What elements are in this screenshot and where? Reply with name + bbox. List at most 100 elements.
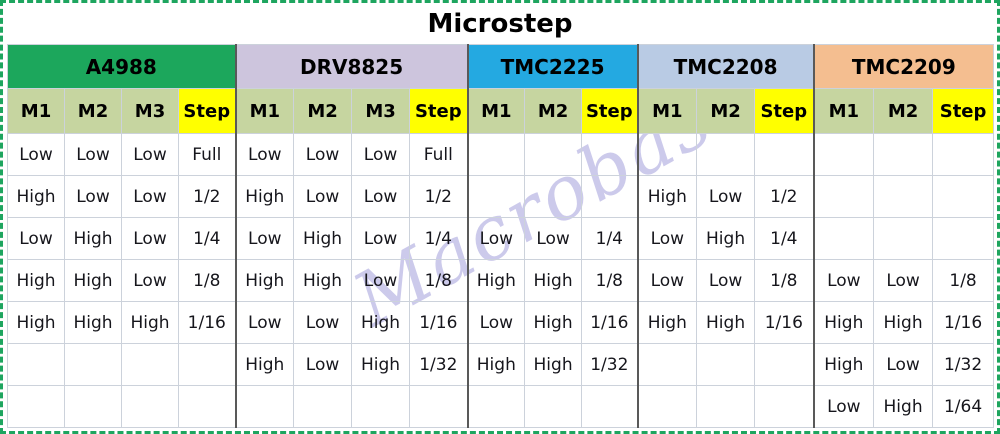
data-cell: High [234, 343, 295, 386]
column-header: M2 [64, 88, 122, 134]
data-cell [754, 133, 815, 176]
data-cell: Low [351, 175, 411, 218]
group-header-tmc2208: TMC2208 [636, 44, 815, 89]
table-row: High Low Low 1/2 High Low Low 1/2 High L… [7, 175, 995, 218]
data-cell [581, 385, 639, 428]
data-cell [636, 385, 698, 428]
data-cell: High [64, 301, 122, 344]
column-header: M3 [121, 88, 179, 134]
data-cell: Low [351, 259, 411, 302]
data-cell [234, 385, 295, 428]
data-cell: High [696, 301, 756, 344]
data-cell: 1/32 [932, 343, 995, 386]
data-cell: Low [234, 217, 295, 260]
data-cell [524, 175, 583, 218]
data-cell: 1/16 [581, 301, 639, 344]
data-cell: 1/8 [409, 259, 469, 302]
data-cell: Low [873, 259, 934, 302]
data-cell: Low [293, 175, 353, 218]
pin-header-row: M1 M2 M3 Step M1 M2 M3 Step M1 M2 Step M… [7, 88, 995, 134]
data-cell [64, 343, 122, 386]
data-cell: High [234, 259, 295, 302]
page-title: Microstep [427, 9, 573, 39]
group-header-a4988: A4988 [6, 44, 237, 89]
data-cell [177, 343, 237, 386]
data-cell: High [351, 343, 411, 386]
column-header: M1 [812, 88, 875, 134]
table-row: High High High 1/16 Low Low High 1/16 Lo… [7, 301, 995, 344]
group-header-drv8825: DRV8825 [234, 44, 469, 89]
table-row: High High Low 1/8 High High Low 1/8 High… [7, 259, 995, 302]
data-cell: High [293, 217, 353, 260]
data-cell [696, 343, 756, 386]
data-cell: High [873, 301, 934, 344]
data-cell [636, 133, 698, 176]
data-cell: High [812, 343, 875, 386]
column-header: M1 [7, 88, 65, 134]
data-cell: Low [293, 343, 353, 386]
data-cell: 1/32 [581, 343, 639, 386]
data-cell: 1/16 [409, 301, 469, 344]
data-cell: High [466, 259, 526, 302]
data-cell: High [7, 259, 65, 302]
data-cell [754, 343, 815, 386]
data-cell [7, 385, 65, 428]
data-cell [932, 133, 995, 176]
data-cell [873, 133, 934, 176]
data-cell [932, 217, 995, 260]
data-cell: 1/4 [177, 217, 237, 260]
data-cell: 1/4 [581, 217, 639, 260]
data-cell [351, 385, 411, 428]
data-cell: 1/8 [932, 259, 995, 302]
group-header-tmc2225: TMC2225 [466, 44, 639, 89]
data-cell: High [812, 301, 875, 344]
column-header: M2 [696, 88, 756, 134]
data-cell [409, 385, 469, 428]
data-cell: Low [64, 133, 122, 176]
data-cell: 1/8 [754, 259, 815, 302]
data-cell [524, 385, 583, 428]
data-cell: High [64, 259, 122, 302]
data-cell [524, 133, 583, 176]
data-cell: 1/8 [581, 259, 639, 302]
data-cell [121, 343, 179, 386]
data-cell: Low [812, 259, 875, 302]
data-cell [812, 175, 875, 218]
data-cell [177, 385, 237, 428]
data-cell: High [696, 217, 756, 260]
data-cell: Low [121, 259, 179, 302]
table-row: Low Low Low Full Low Low Low Full [7, 133, 995, 176]
table-row: Low High 1/64 [7, 385, 995, 428]
data-cell: High [524, 259, 583, 302]
data-cell: Low [351, 133, 411, 176]
data-cell: Low [64, 175, 122, 218]
data-cell: High [7, 301, 65, 344]
data-cell [7, 343, 65, 386]
data-cell: Low [234, 133, 295, 176]
data-cell: Low [351, 217, 411, 260]
data-cell: 1/2 [409, 175, 469, 218]
microstep-table: A4988 DRV8825 TMC2225 TMC2208 TMC2209 M1… [6, 44, 995, 428]
data-cell: High [121, 301, 179, 344]
data-cell: Full [409, 133, 469, 176]
data-cell [696, 133, 756, 176]
data-cell [873, 175, 934, 218]
data-cell: High [7, 175, 65, 218]
data-cell: Low [466, 301, 526, 344]
data-cell: 1/16 [177, 301, 237, 344]
data-cell [754, 385, 815, 428]
data-cell: 1/4 [409, 217, 469, 260]
data-cell: Low [636, 259, 698, 302]
group-header-tmc2209: TMC2209 [812, 44, 995, 89]
data-cell: Low [121, 175, 179, 218]
data-cell [64, 385, 122, 428]
data-cell: Low [121, 133, 179, 176]
data-cell [812, 133, 875, 176]
data-cell [466, 385, 526, 428]
data-cell: Full [177, 133, 237, 176]
column-header: M3 [351, 88, 411, 134]
data-cell: Low [7, 217, 65, 260]
column-header: M1 [234, 88, 295, 134]
data-cell: 1/16 [754, 301, 815, 344]
data-cell: Low [524, 217, 583, 260]
